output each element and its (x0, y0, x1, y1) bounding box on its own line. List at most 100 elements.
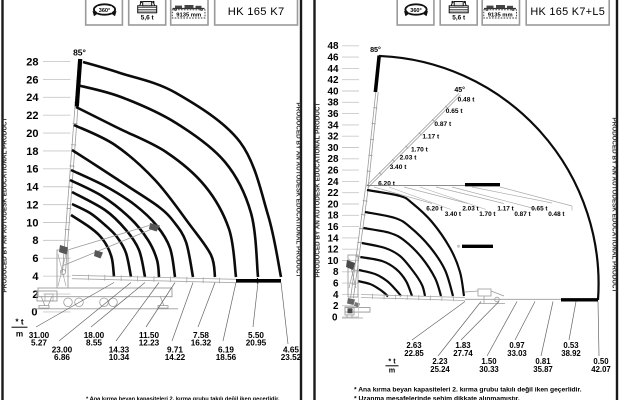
svg-text:30.33: 30.33 (479, 365, 499, 374)
svg-text:2.03 t: 2.03 t (400, 155, 418, 162)
svg-text:* Uzanma mesafelerinde sehim d: * Uzanma mesafelerinde sehim dikkate alı… (354, 396, 520, 400)
svg-text:20: 20 (26, 128, 38, 140)
svg-text:12: 12 (328, 245, 339, 256)
svg-text:42: 42 (328, 75, 339, 86)
svg-text:1.70 t: 1.70 t (479, 211, 496, 218)
svg-text:0.87 t: 0.87 t (434, 121, 452, 128)
svg-text:m: m (389, 366, 395, 375)
svg-text:9.71: 9.71 (167, 346, 183, 355)
svg-text:PRODUCED BY AN AUTODESK EDUCAT: PRODUCED BY AN AUTODESK EDUCATIONAL PROD… (295, 103, 302, 278)
svg-text:36: 36 (328, 109, 339, 120)
svg-text:22: 22 (26, 110, 38, 122)
svg-text:12: 12 (26, 199, 38, 211)
svg-text:14.22: 14.22 (165, 353, 186, 362)
svg-text:48: 48 (328, 41, 339, 52)
svg-text:* Ana kırma beyan kapasiteleri: * Ana kırma beyan kapasiteleri 2. kırma … (86, 396, 280, 400)
svg-text:10.34: 10.34 (109, 353, 130, 362)
svg-text:44: 44 (328, 64, 339, 75)
svg-text:3.40 t: 3.40 t (390, 164, 408, 171)
svg-text:2.23: 2.23 (432, 357, 448, 366)
svg-text:0: 0 (332, 312, 338, 323)
svg-text:18: 18 (328, 211, 339, 222)
svg-text:11.50: 11.50 (139, 331, 159, 340)
svg-text:6: 6 (333, 279, 339, 290)
svg-text:1.70 t: 1.70 t (411, 146, 429, 153)
svg-text:31.00: 31.00 (29, 331, 50, 340)
svg-text:1.17 t: 1.17 t (422, 134, 440, 141)
svg-text:4: 4 (32, 271, 39, 283)
svg-text:14: 14 (328, 233, 339, 244)
svg-text:0.65 t: 0.65 t (446, 108, 464, 115)
svg-text:33.03: 33.03 (507, 349, 527, 358)
svg-text:5,6 t: 5,6 t (141, 14, 155, 21)
svg-text:m: m (16, 330, 23, 339)
svg-text:6.20 t: 6.20 t (426, 206, 443, 213)
svg-text:25.24: 25.24 (430, 365, 450, 374)
svg-text:8: 8 (333, 267, 339, 278)
svg-text:16: 16 (26, 164, 38, 176)
svg-text:14.33: 14.33 (109, 346, 130, 355)
svg-text:0.53: 0.53 (563, 341, 579, 350)
svg-text:2.03 t: 2.03 t (462, 206, 479, 213)
svg-text:24: 24 (26, 92, 39, 104)
svg-text:26: 26 (26, 74, 38, 86)
svg-text:18: 18 (26, 146, 38, 158)
svg-text:30: 30 (328, 143, 339, 154)
svg-text:20.95: 20.95 (246, 338, 267, 347)
svg-text:0.87 t: 0.87 t (514, 211, 531, 218)
svg-text:5.50: 5.50 (248, 331, 264, 340)
svg-text:12.23: 12.23 (139, 338, 160, 347)
svg-text:1.17 t: 1.17 t (497, 206, 514, 213)
svg-text:HK 165 K7+L5: HK 165 K7+L5 (530, 6, 605, 18)
svg-text:10: 10 (26, 217, 38, 229)
svg-text:6.86: 6.86 (54, 353, 70, 362)
svg-text:34: 34 (328, 120, 339, 131)
svg-text:38: 38 (328, 98, 339, 109)
svg-text:4.65: 4.65 (283, 346, 299, 355)
svg-text:0.48 t: 0.48 t (548, 211, 565, 218)
svg-text:45°: 45° (454, 86, 465, 94)
svg-text:9135 mm: 9135 mm (176, 13, 201, 19)
svg-text:4: 4 (333, 290, 339, 301)
svg-text:20: 20 (328, 199, 339, 210)
svg-text:6.20 t: 6.20 t (378, 181, 396, 188)
svg-text:85°: 85° (370, 45, 381, 54)
svg-text:360°: 360° (99, 8, 111, 14)
svg-text:28: 28 (26, 56, 38, 68)
svg-text:18.56: 18.56 (216, 353, 237, 362)
svg-text:* Ana kırma beyan kapasiteleri: * Ana kırma beyan kapasiteleri 2. kırma … (354, 387, 582, 394)
svg-text:16: 16 (328, 222, 339, 233)
svg-text:0.50: 0.50 (593, 357, 609, 366)
svg-text:0.97: 0.97 (509, 341, 524, 350)
svg-text:85°: 85° (73, 48, 86, 58)
svg-text:2: 2 (333, 301, 339, 312)
svg-text:HK 165 K7: HK 165 K7 (228, 6, 285, 18)
svg-text:5.27: 5.27 (31, 338, 47, 347)
svg-text:10: 10 (328, 256, 339, 267)
svg-text:PRODUCED BY AN AUTODESK EDUCAT: PRODUCED BY AN AUTODESK EDUCATIONAL PROD… (611, 118, 618, 293)
svg-text:8.55: 8.55 (86, 338, 102, 347)
svg-text:2: 2 (32, 289, 38, 301)
svg-text:22.85: 22.85 (404, 349, 424, 358)
svg-text:32: 32 (328, 132, 339, 143)
svg-text:2.63: 2.63 (406, 341, 422, 350)
svg-text:24: 24 (328, 177, 339, 188)
svg-text:46: 46 (328, 53, 339, 64)
svg-text:22: 22 (328, 188, 339, 199)
svg-text:9135 mm: 9135 mm (488, 13, 513, 19)
svg-text:7.58: 7.58 (193, 331, 209, 340)
svg-text:6.19: 6.19 (218, 346, 234, 355)
svg-text:PRODUCED BY AN AUTODESK EDUCAT: PRODUCED BY AN AUTODESK EDUCATIONAL PROD… (2, 117, 9, 292)
svg-text:1.50: 1.50 (481, 357, 497, 366)
svg-text:35.87: 35.87 (533, 365, 553, 374)
svg-text:* t: * t (15, 318, 23, 327)
svg-text:26: 26 (328, 166, 339, 177)
svg-text:PRODUCED BY AN AUTODESK EDUCAT: PRODUCED BY AN AUTODESK EDUCATIONAL PROD… (315, 102, 322, 277)
svg-text:38.92: 38.92 (561, 349, 581, 358)
svg-text:28: 28 (328, 154, 339, 165)
svg-text:0.65 t: 0.65 t (531, 206, 548, 213)
svg-text:14: 14 (26, 182, 39, 194)
svg-text:* t: * t (388, 357, 396, 366)
svg-text:18.00: 18.00 (84, 331, 105, 340)
svg-text:0.48 t: 0.48 t (458, 97, 476, 104)
